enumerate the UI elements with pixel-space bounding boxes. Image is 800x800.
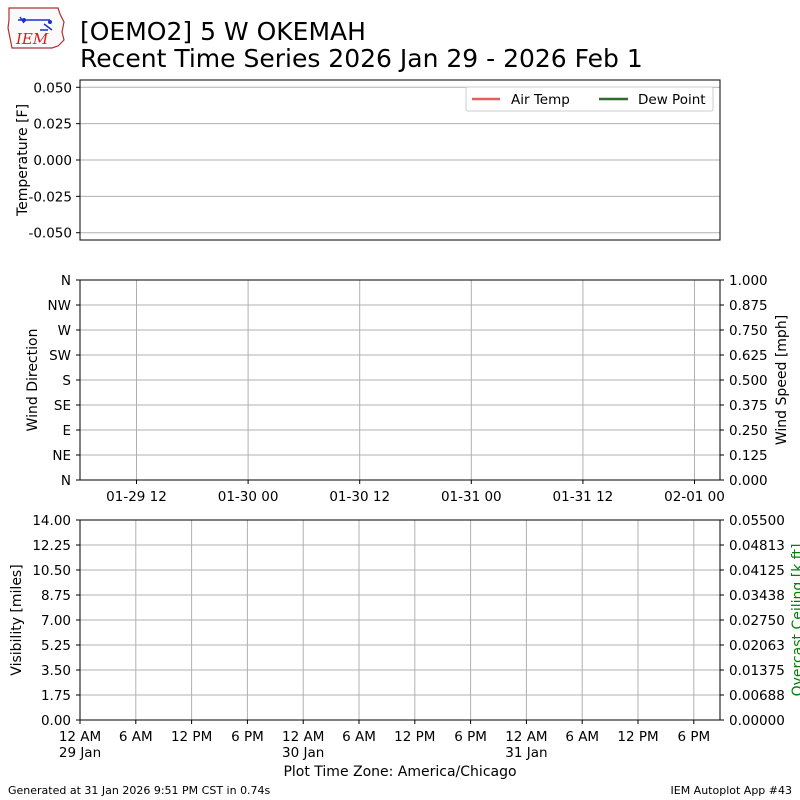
wind-direction-tick-label: N xyxy=(61,273,71,289)
wind-direction-tick-label: E xyxy=(62,423,71,439)
legend-dew-point-label: Dew Point xyxy=(638,92,706,108)
temperature-panel: 0.050 0.025 0.000 -0.025 -0.050 Temperature … xyxy=(15,79,721,242)
wind-speed-axis-label: Wind Speed [mph] xyxy=(774,315,790,445)
wind-speed-tick-label: 0.375 xyxy=(729,398,768,414)
visibility-tick-label: 8.75 xyxy=(41,588,71,604)
wind-x-tick-label: 01-31 00 xyxy=(441,489,502,505)
temperature-tick-label: -0.025 xyxy=(28,189,72,205)
visibility-x-tick-date: 30 Jan xyxy=(282,745,324,761)
wind-speed-tick-label: 0.875 xyxy=(729,298,768,314)
visibility-x-tick-label: 6 PM xyxy=(231,729,264,745)
wind-speed-tick-label: 1.000 xyxy=(729,273,768,289)
temperature-tick-label: 0.025 xyxy=(33,117,72,133)
wind-speed-tick-label: 0.250 xyxy=(729,423,768,439)
timezone-label: Plot Time Zone: America/Chicago xyxy=(283,764,516,780)
ceiling-tick-label: 0.04125 xyxy=(729,563,785,579)
visibility-x-tick-label: 12 AM xyxy=(505,729,547,745)
wind-speed-tick-label: 0.750 xyxy=(729,323,768,339)
visibility-x-tick-label: 6 AM xyxy=(565,729,599,745)
visibility-x-tick-label: 12 PM xyxy=(394,729,435,745)
wind-x-tick-label: 01-30 12 xyxy=(329,489,390,505)
temperature-tick-label: -0.050 xyxy=(28,226,72,242)
visibility-tick-label: 7.00 xyxy=(41,613,71,629)
visibility-tick-label: 3.50 xyxy=(41,663,71,679)
visibility-x-tick-date: 31 Jan xyxy=(505,745,547,761)
ceiling-tick-label: 0.05500 xyxy=(729,513,785,529)
app-note: IEM Autoplot App #43 xyxy=(671,784,793,797)
visibility-tick-label: 1.75 xyxy=(41,688,71,704)
wind-x-tick-label: 01-31 12 xyxy=(553,489,614,505)
wind-direction-tick-label: W xyxy=(58,323,71,339)
wind-direction-tick-label: SE xyxy=(54,398,71,414)
wind-x-tick-label: 02-01 00 xyxy=(664,489,725,505)
ceiling-tick-label: 0.01375 xyxy=(729,663,785,679)
wind-speed-tick-label: 0.500 xyxy=(729,373,768,389)
visibility-x-tick-label: 6 AM xyxy=(119,729,153,745)
visibility-x-tick-label: 6 PM xyxy=(454,729,487,745)
ceiling-tick-label: 0.00688 xyxy=(729,688,785,704)
visibility-panel: 14.0012.2510.508.757.005.253.501.750.00 … xyxy=(9,513,800,761)
visibility-x-tick-label: 6 AM xyxy=(342,729,376,745)
visibility-x-tick-label: 12 PM xyxy=(617,729,658,745)
wind-speed-tick-label: 0.000 xyxy=(729,473,768,489)
visibility-x-tick-label: 6 PM xyxy=(677,729,710,745)
visibility-x-tick-label: 12 PM xyxy=(171,729,212,745)
wind-x-tick-label: 01-29 12 xyxy=(106,489,167,505)
ceiling-tick-label: 0.02063 xyxy=(729,638,785,654)
legend: Air Temp Dew Point xyxy=(465,86,714,112)
ceiling-tick-label: 0.04813 xyxy=(729,538,785,554)
visibility-tick-label: 5.25 xyxy=(41,638,71,654)
chart-title-line1: [OEMO2] 5 W OKEMAH xyxy=(80,17,366,46)
visibility-x-tick-date: 29 Jan xyxy=(59,745,101,761)
iem-logo: IEM xyxy=(7,7,65,49)
legend-air-temp-label: Air Temp xyxy=(511,92,570,108)
visibility-tick-label: 0.00 xyxy=(41,713,71,729)
ceiling-axis-label: Overcast Ceiling [k ft] xyxy=(790,544,800,697)
temperature-axis-label: Temperature [F] xyxy=(15,104,31,217)
wind-panel: N NW W SW S SE E NE N 1.000 0.875 0.750 0.625 0.500 0… xyxy=(25,273,790,505)
visibility-tick-label: 10.50 xyxy=(32,563,71,579)
visibility-axis-label: Visibility [miles] xyxy=(9,564,25,675)
wind-speed-tick-label: 0.125 xyxy=(729,448,768,464)
wind-x-tick-label: 01-30 00 xyxy=(218,489,279,505)
wind-direction-tick-label: NE xyxy=(52,448,71,464)
ceiling-tick-label: 0.02750 xyxy=(729,613,785,629)
temperature-tick-label: 0.000 xyxy=(33,153,72,169)
wind-direction-tick-label: SW xyxy=(49,348,71,364)
logo-text: IEM xyxy=(15,30,49,48)
wind-direction-tick-label: S xyxy=(62,373,71,389)
visibility-tick-label: 14.00 xyxy=(32,513,71,529)
visibility-tick-label: 12.25 xyxy=(32,538,71,554)
wind-speed-tick-label: 0.625 xyxy=(729,348,768,364)
visibility-x-tick-label: 12 AM xyxy=(282,729,324,745)
visibility-x-tick-label: 12 AM xyxy=(59,729,101,745)
temperature-tick-label: 0.050 xyxy=(33,80,72,96)
chart-title-line2: Recent Time Series 2026 Jan 29 - 2026 Fe… xyxy=(80,44,643,73)
wind-direction-axis-label: Wind Direction xyxy=(25,329,41,432)
generated-note: Generated at 31 Jan 2026 9:51 PM CST in … xyxy=(8,784,271,797)
wind-direction-tick-label: NW xyxy=(48,298,71,314)
ceiling-tick-label: 0.00000 xyxy=(729,713,785,729)
wind-direction-tick-label: N xyxy=(61,473,71,489)
ceiling-tick-label: 0.03438 xyxy=(729,588,785,604)
